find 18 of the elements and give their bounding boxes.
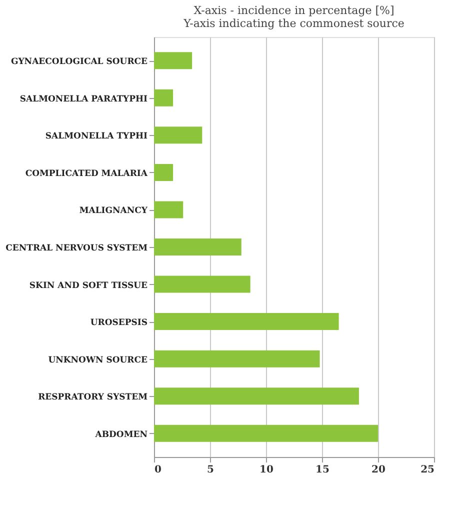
y-tick-label: MALIGNANCY [79,206,148,216]
x-tick-label: 15 [316,464,330,476]
y-tick-label: UNKNOWN SOURCE [48,355,148,366]
y-tick-label: GYNAECOLOGICAL SOURCE [10,57,148,68]
chart-subtitle: X-axis - incidence in percentage [%] Y-axis indicating the commonest source [182,4,404,30]
x-tick-label: 20 [372,464,386,476]
y-tick-label: COMPLICATED MALARIA [25,168,148,179]
y-tick-label: ABDOMEN [94,430,148,440]
y-tick-label: SKIN AND SOFT TISSUE [29,280,148,291]
y-tick-label: CENTRAL NERVOUS SYSTEM [6,244,148,254]
y-tick-label: UROSEPSIS [90,318,148,328]
y-tick-label: RESPRATORY SYSTEM [38,392,148,403]
x-tick-label: 0 [154,464,162,476]
x-tick-label: 5 [207,464,214,476]
x-tick-label: 10 [260,464,274,476]
x-tick-label: 25 [420,464,435,476]
y-tick-label: SALMONELLA PARATYPHI [20,94,148,104]
y-tick-label: SALMONELLA TYPHI [45,132,148,142]
